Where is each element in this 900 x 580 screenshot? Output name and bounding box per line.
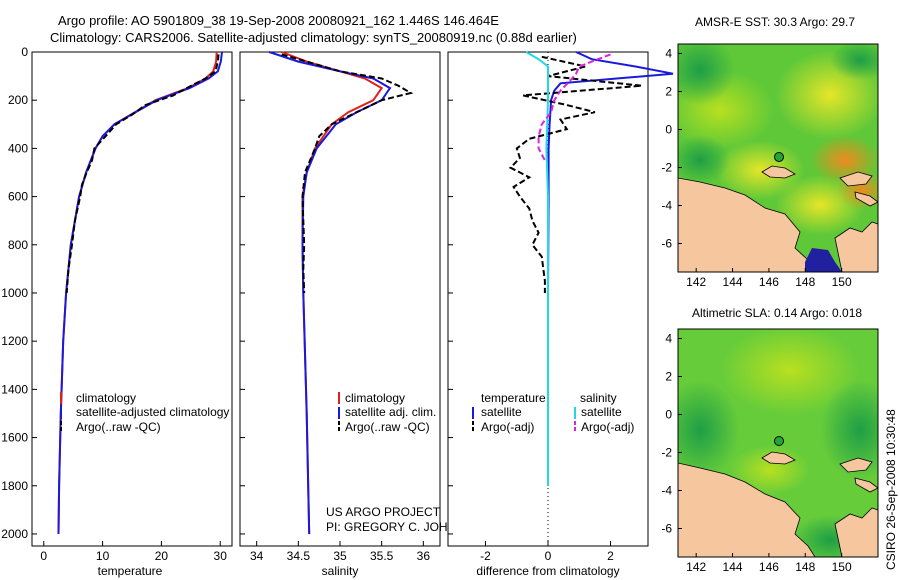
side-stamp: CSIRO 26-Sep-2008 10:30:48 xyxy=(884,409,898,570)
y-tick-label: 1400 xyxy=(1,382,28,396)
series-line-argo-raw-qc xyxy=(281,53,414,294)
salinity-panel: 34 34.5 35 35.5 36 salinity climatology sate… xyxy=(239,51,482,578)
sst-map-panel: AMSR-E SST: 30.3 Argo: 29.7 142 144 146 148… xyxy=(661,15,879,290)
legend-label-satellite: satellite-adjusted climatology xyxy=(76,405,229,419)
y-tick-label: 1000 xyxy=(1,286,28,300)
legend-label-temp-satellite: satellite xyxy=(481,405,522,419)
legend-label-sal-argo: Argo(-adj) xyxy=(581,420,634,434)
map-y-tick-label: 0 xyxy=(665,408,672,422)
map-x-tick-label: 144 xyxy=(723,560,743,574)
y-tick-label: 2000 xyxy=(1,527,28,541)
difference-xlabel: difference from climatology xyxy=(476,564,619,578)
y-tick-label: 800 xyxy=(8,238,28,252)
credit-line2: PI: GREGORY C. JOHNSON xyxy=(326,520,482,534)
x-tick-label: 10 xyxy=(96,549,110,563)
sst-argo-marker xyxy=(774,152,784,162)
y-tick-label: 400 xyxy=(8,141,28,155)
credit-line1: US ARGO PROJECT xyxy=(326,505,441,519)
difference-ticks: -2 0 2 xyxy=(448,51,614,563)
salinity-lines xyxy=(268,51,414,535)
map-y-tick-label: 0 xyxy=(665,123,672,137)
legend-label-satellite: satellite adj. clim. xyxy=(345,405,436,419)
y-tick-label: 1800 xyxy=(1,479,28,493)
x-tick-label: 34.5 xyxy=(287,549,311,563)
map-x-tick-label: 150 xyxy=(832,275,852,289)
salinity-legend: climatology satellite adj. clim. Argo(..… xyxy=(338,391,436,434)
series-line-temperature-argo-adj xyxy=(508,55,642,293)
y-tick-label: 1200 xyxy=(1,334,28,348)
map-y-tick-label: -6 xyxy=(661,522,672,536)
map-x-tick-label: 142 xyxy=(686,560,706,574)
legend-label-sal-satellite: satellite xyxy=(581,405,622,419)
difference-lines xyxy=(508,51,674,486)
sla-map-panel: Altimetric SLA: 0.14 Argo: 0.018 142 144 1… xyxy=(661,306,879,575)
sst-map-ticks: 142 144 146 148 150 -6 -4 -2 0 2 4 xyxy=(661,47,852,290)
x-tick-label: 2 xyxy=(607,549,614,563)
series-line-salinity-argo-adj xyxy=(537,53,611,161)
salinity-axes xyxy=(239,51,441,547)
sla-map-ticks: 142 144 146 148 150 -6 -4 -2 0 2 4 xyxy=(661,332,852,575)
sla-map-title: Altimetric SLA: 0.14 Argo: 0.018 xyxy=(692,306,862,320)
y-tick-label: 600 xyxy=(8,190,28,204)
difference-panel: -2 0 2 difference from climatology tempera… xyxy=(447,51,674,578)
figure-title-line2: Climatology: CARS2006. Satellite-adjuste… xyxy=(50,30,577,45)
difference-legend: temperature salinity satellite Argo(-adj… xyxy=(472,391,634,434)
x-tick-label: 35 xyxy=(333,549,347,563)
map-y-tick-label: -2 xyxy=(661,161,672,175)
legend-label-argo: Argo(..raw -QC) xyxy=(345,420,430,434)
legend-heading-temperature: temperature xyxy=(481,391,546,405)
series-line-argo-raw-qc xyxy=(65,54,220,294)
map-x-tick-label: 146 xyxy=(759,275,779,289)
temperature-legend: climatology satellite-adjusted climatolo… xyxy=(60,391,229,434)
y-tick-label: 200 xyxy=(8,93,28,107)
temperature-panel: 0 10 20 30 0 200 400 600 800 1000 1200 1400 1600 1800… xyxy=(1,45,233,578)
temperature-lines xyxy=(57,51,223,535)
x-tick-label: 0 xyxy=(545,549,552,563)
map-x-tick-label: 146 xyxy=(759,560,779,574)
salinity-xlabel: salinity xyxy=(322,564,359,578)
map-y-tick-label: -4 xyxy=(661,199,672,213)
x-tick-label: 35.5 xyxy=(370,549,394,563)
figure-title-line1: Argo profile: AO 5901809_38 19-Sep-2008 … xyxy=(58,13,499,28)
x-tick-label: 20 xyxy=(155,549,169,563)
y-tick-label: 1600 xyxy=(1,431,28,445)
map-y-tick-label: 4 xyxy=(665,332,672,346)
sla-map-axes xyxy=(677,328,879,558)
map-y-tick-label: -4 xyxy=(661,484,672,498)
map-y-tick-label: 2 xyxy=(665,370,672,384)
map-y-tick-label: -6 xyxy=(661,237,672,251)
legend-label-climatology: climatology xyxy=(76,391,136,405)
temperature-ticks: 0 10 20 30 0 200 400 600 800 1000 1200 1400 1600 1800… xyxy=(1,45,227,563)
map-y-tick-label: 2 xyxy=(665,85,672,99)
salinity-ticks: 34 34.5 35 35.5 36 xyxy=(240,51,431,563)
sst-map-title: AMSR-E SST: 30.3 Argo: 29.7 xyxy=(695,15,855,29)
x-tick-label: 34 xyxy=(250,549,264,563)
map-x-tick-label: 148 xyxy=(795,560,815,574)
legend-label-argo: Argo(..raw -QC) xyxy=(76,420,161,434)
map-x-tick-label: 144 xyxy=(723,275,743,289)
legend-label-temp-argo: Argo(-adj) xyxy=(481,420,534,434)
map-y-tick-label: 4 xyxy=(665,47,672,61)
series-line-salinity-satellite xyxy=(525,51,549,486)
x-tick-label: -2 xyxy=(480,549,491,563)
sst-map-axes xyxy=(677,43,879,273)
map-x-tick-label: 142 xyxy=(686,275,706,289)
sla-argo-marker xyxy=(774,436,784,446)
map-x-tick-label: 150 xyxy=(832,560,852,574)
map-x-tick-label: 148 xyxy=(795,275,815,289)
temperature-axes xyxy=(31,51,233,547)
legend-heading-salinity: salinity xyxy=(580,391,617,405)
x-tick-label: 30 xyxy=(214,549,228,563)
temperature-xlabel: temperature xyxy=(98,564,163,578)
map-y-tick-label: -2 xyxy=(661,446,672,460)
legend-label-climatology: climatology xyxy=(345,391,405,405)
x-tick-label: 36 xyxy=(417,549,431,563)
y-tick-label: 0 xyxy=(21,45,28,59)
x-tick-label: 0 xyxy=(40,549,47,563)
